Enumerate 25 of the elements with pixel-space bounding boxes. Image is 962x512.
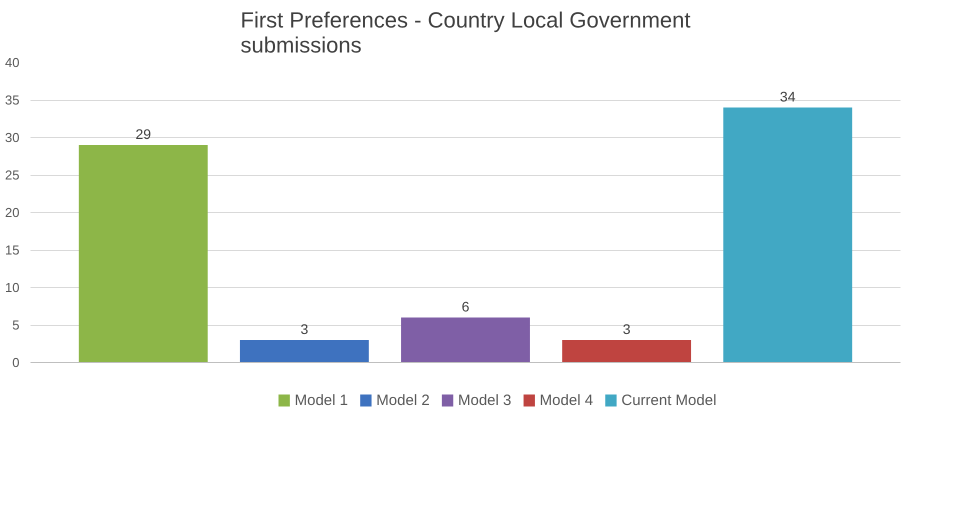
y-tick-label: 30 [5, 130, 20, 145]
bar [723, 108, 852, 362]
y-tick-label: 0 [12, 355, 20, 370]
chart-title: First Preferences - Country Local Government submissions [240, 8, 690, 58]
legend-label: Model 4 [540, 392, 594, 409]
y-tick-label: 40 [5, 55, 20, 70]
bar [562, 340, 692, 362]
legend-label: Model 2 [376, 392, 430, 409]
y-tick-label: 10 [5, 280, 20, 295]
data-label: 29 [135, 126, 152, 142]
y-tick-label: 35 [5, 92, 20, 108]
y-tick-label: 5 [12, 318, 20, 332]
bar [240, 340, 369, 362]
data-label: 3 [300, 321, 308, 337]
bar [401, 318, 530, 362]
y-tick-label: 20 [5, 205, 20, 220]
bar [78, 145, 208, 362]
data-label: 6 [462, 298, 470, 314]
y-tick-label: 25 [5, 168, 20, 182]
legend-label: Current Model [621, 392, 716, 409]
legend-label: Model 1 [294, 392, 348, 409]
data-label: 34 [780, 88, 796, 104]
data-label: 3 [622, 321, 631, 337]
legend-label: Model 3 [458, 392, 512, 409]
y-tick-label: 15 [5, 242, 20, 258]
